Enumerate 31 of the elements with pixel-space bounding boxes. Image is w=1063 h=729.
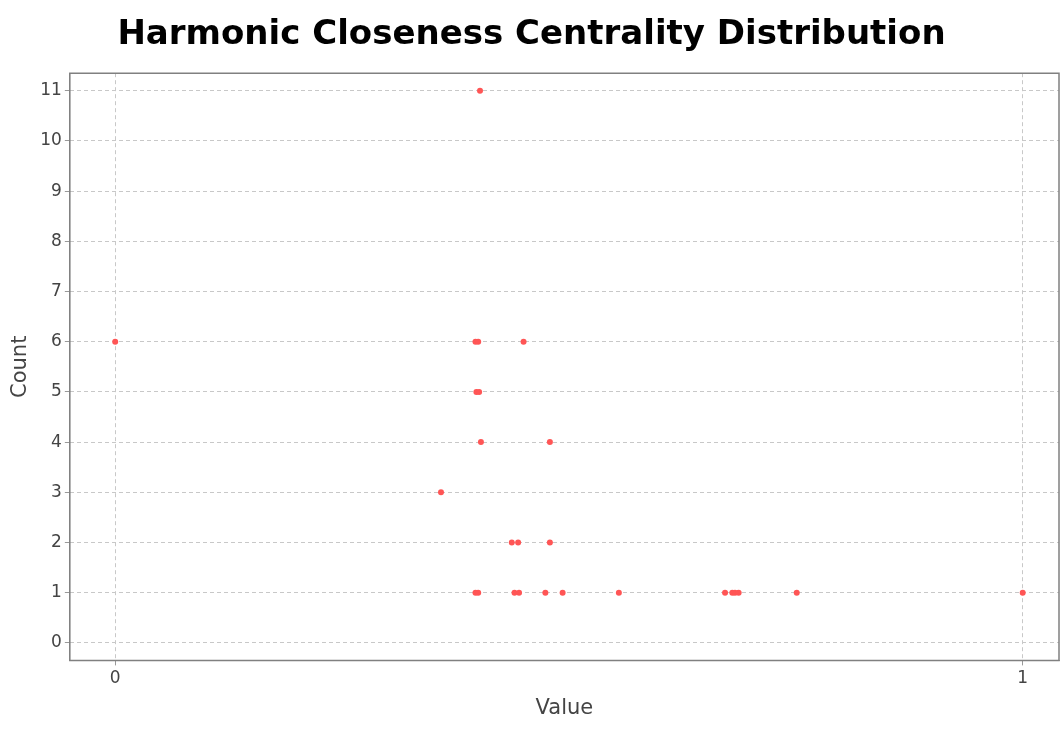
point (793, 589, 800, 596)
y-tick-label: 4 (51, 430, 62, 451)
point (112, 338, 119, 345)
y-tick-label: 10 (40, 129, 62, 150)
point (722, 589, 729, 596)
y-axis-title: Count (7, 335, 32, 398)
x-axis-title: Value (535, 694, 594, 719)
y-tick-label: 2 (51, 530, 62, 551)
y-tick-label: 5 (51, 380, 62, 401)
y-tick-label: 7 (51, 279, 62, 300)
point (508, 539, 515, 546)
point (1019, 589, 1026, 596)
y-tick-label: 11 (40, 79, 62, 100)
point (477, 87, 484, 94)
y-tick-label: 6 (51, 330, 62, 351)
point (520, 338, 527, 345)
y-tick-label: 1 (51, 581, 62, 602)
y-tick-label: 9 (51, 179, 62, 200)
point (546, 539, 553, 546)
point (546, 439, 553, 446)
point (516, 589, 523, 596)
y-tick-label: 0 (51, 631, 62, 652)
point (542, 589, 549, 596)
point (615, 589, 622, 596)
point (477, 439, 484, 446)
point (559, 589, 566, 596)
point (515, 539, 522, 546)
point (438, 489, 444, 496)
y-tick-label: 8 (51, 229, 62, 250)
chart-title: Harmonic Closeness Centrality Distribution (116, 12, 947, 52)
y-tick-label: 3 (51, 480, 62, 501)
